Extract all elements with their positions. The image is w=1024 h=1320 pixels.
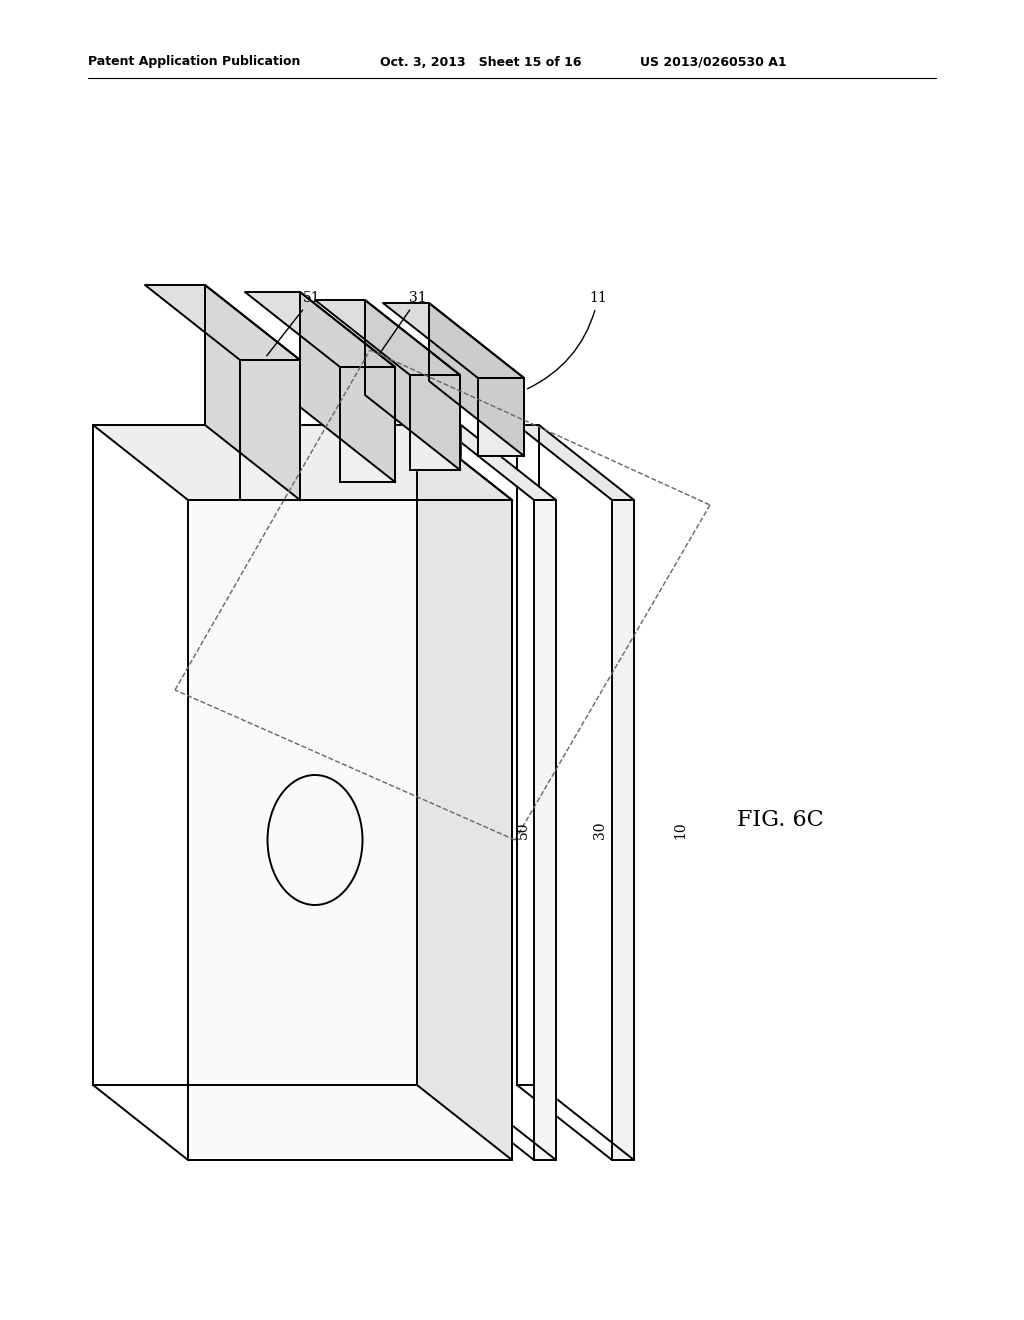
Text: Patent Application Publication: Patent Application Publication [88,55,300,69]
Text: 30: 30 [593,821,607,838]
Polygon shape [245,292,395,367]
Polygon shape [478,378,524,455]
Polygon shape [300,292,395,482]
Polygon shape [429,304,524,455]
Polygon shape [315,300,460,375]
Text: 11: 11 [527,290,607,389]
Polygon shape [534,500,556,1160]
Text: 31: 31 [380,290,427,354]
Polygon shape [145,285,300,360]
Polygon shape [365,300,460,470]
Polygon shape [340,367,395,482]
Text: 50: 50 [516,821,530,838]
Polygon shape [439,425,556,500]
Polygon shape [383,304,524,378]
Text: 10: 10 [673,821,687,838]
Text: US 2013/0260530 A1: US 2013/0260530 A1 [640,55,786,69]
Polygon shape [205,285,300,500]
Polygon shape [188,500,512,1160]
Polygon shape [240,360,300,500]
Text: 51: 51 [266,290,321,356]
Text: FIG. 6C: FIG. 6C [736,809,823,832]
Polygon shape [612,500,634,1160]
Polygon shape [517,425,634,500]
Polygon shape [93,425,512,500]
Polygon shape [410,375,460,470]
Text: Oct. 3, 2013   Sheet 15 of 16: Oct. 3, 2013 Sheet 15 of 16 [380,55,582,69]
Ellipse shape [267,775,362,906]
Polygon shape [417,425,512,1160]
